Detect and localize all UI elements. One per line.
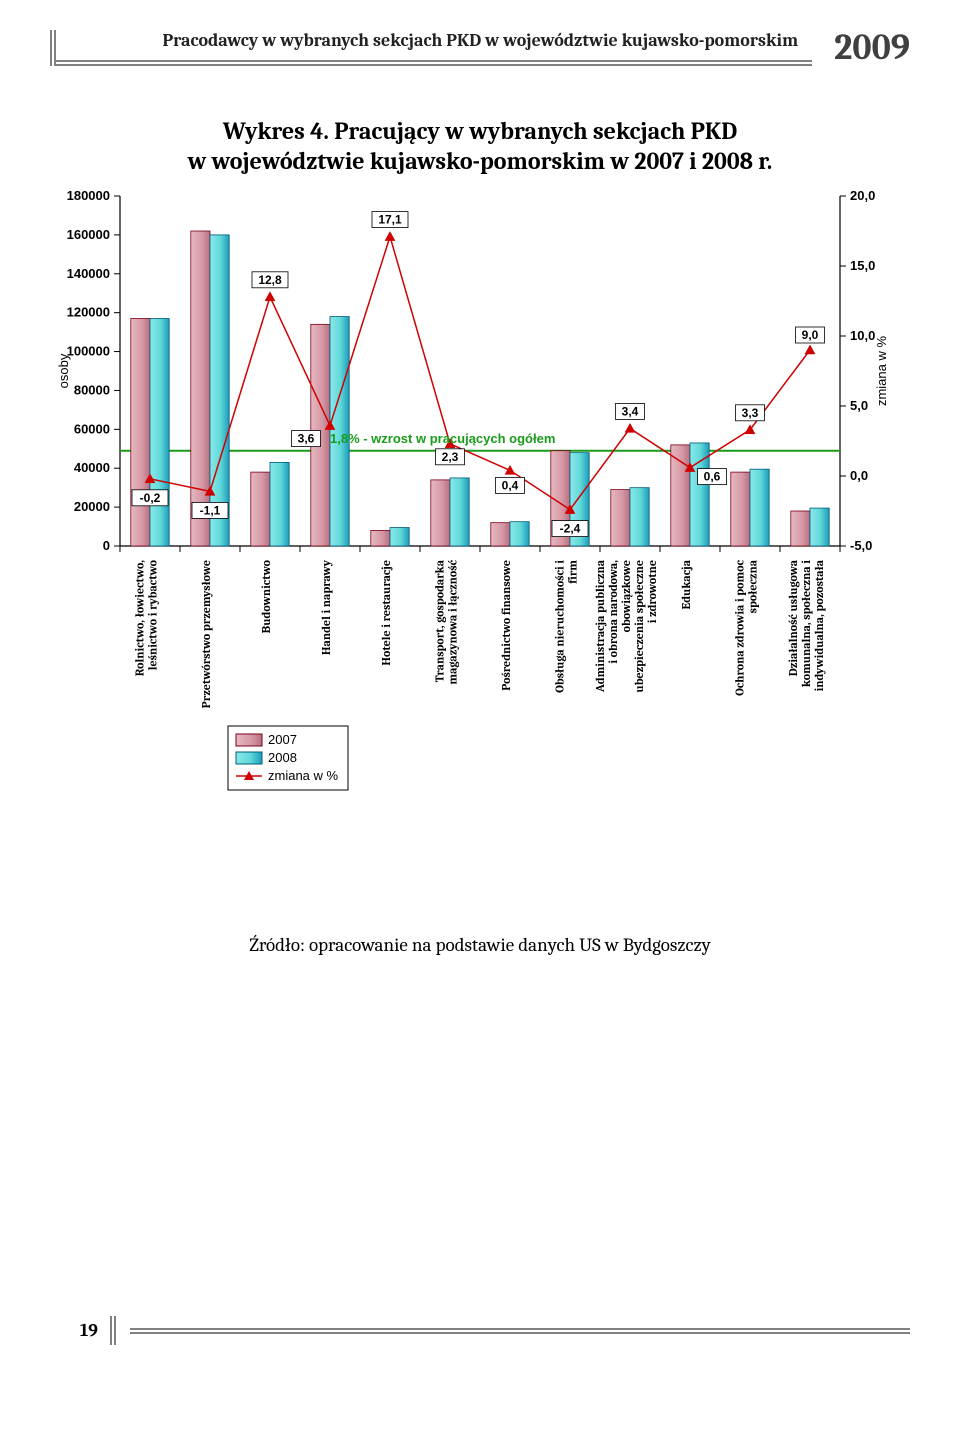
svg-text:2,3: 2,3	[442, 450, 459, 464]
source-line: Źródło: opracowanie na podstawie danych …	[50, 934, 910, 956]
svg-text:120000: 120000	[67, 305, 110, 320]
svg-text:160000: 160000	[67, 227, 110, 242]
svg-text:2008: 2008	[268, 750, 297, 765]
svg-text:-1,1: -1,1	[200, 503, 221, 517]
page-header: Pracodawcy w wybranych sekcjach PKD w wo…	[50, 30, 910, 66]
svg-text:Działalność usługowakomunalna,: Działalność usługowakomunalna, społeczna…	[786, 559, 826, 691]
svg-text:osoby: osoby	[56, 353, 71, 388]
svg-text:-5,0: -5,0	[850, 538, 872, 553]
svg-text:Transport, gospodarkamagazynow: Transport, gospodarkamagazynowa i łączno…	[433, 559, 460, 684]
page-footer: 19	[50, 1316, 910, 1345]
svg-text:Handel i naprawy: Handel i naprawy	[319, 559, 333, 655]
svg-text:0,4: 0,4	[502, 478, 519, 492]
chart-title: Wykres 4. Pracujący w wybranych sekcjach…	[90, 116, 870, 176]
svg-text:Administracja publicznai obron: Administracja publicznai obrona narodowa…	[593, 559, 659, 693]
svg-text:180000: 180000	[67, 188, 110, 203]
svg-text:80000: 80000	[74, 382, 110, 397]
svg-text:1,8% - wzrost w pracujących og: 1,8% - wzrost w pracujących ogółem	[330, 431, 555, 446]
svg-text:0,0: 0,0	[850, 468, 868, 483]
svg-text:140000: 140000	[67, 266, 110, 281]
chart: 0 20000 40000 60000 80000 100000 120000 140000 1…	[50, 186, 910, 906]
page-number: 19	[50, 1316, 116, 1345]
svg-text:10,0: 10,0	[850, 328, 875, 343]
svg-text:Rolnictwo, łowiectwo,leśnictwo: Rolnictwo, łowiectwo,leśnictwo i rybactw…	[133, 559, 160, 676]
svg-text:Budownictwo: Budownictwo	[259, 559, 273, 633]
svg-text:Edukacja: Edukacja	[679, 559, 693, 609]
svg-text:20000: 20000	[74, 499, 110, 514]
svg-text:100000: 100000	[67, 344, 110, 359]
chart-svg: 0 20000 40000 60000 80000 100000 120000 140000 1…	[50, 186, 910, 906]
svg-text:5,0: 5,0	[850, 398, 868, 413]
svg-text:3,3: 3,3	[742, 406, 759, 420]
svg-text:Obsługa nieruchomości ifirm: Obsługa nieruchomości ifirm	[553, 560, 580, 693]
svg-text:20,0: 20,0	[850, 188, 875, 203]
svg-text:2007: 2007	[268, 732, 297, 747]
footer-rule	[130, 1328, 910, 1334]
header-year: 2009	[812, 30, 910, 66]
svg-text:Przetwórstwo przemysłowe: Przetwórstwo przemysłowe	[199, 560, 213, 708]
svg-text:17,1: 17,1	[378, 213, 402, 227]
svg-text:Pośrednictwo finansowe: Pośrednictwo finansowe	[499, 560, 513, 691]
svg-text:3,6: 3,6	[298, 432, 315, 446]
svg-text:40000: 40000	[74, 460, 110, 475]
chart-title-l1: Wykres 4. Pracujący w wybranych sekcjach…	[223, 117, 737, 145]
svg-text:-0,2: -0,2	[140, 491, 161, 505]
svg-text:Ochrona zdrowia i pomocspołecz: Ochrona zdrowia i pomocspołeczna	[733, 559, 760, 696]
svg-text:-2,4: -2,4	[560, 522, 581, 536]
svg-text:0: 0	[103, 538, 110, 553]
svg-text:9,0: 9,0	[802, 328, 819, 342]
header-title: Pracodawcy w wybranych sekcjach PKD w wo…	[56, 30, 812, 66]
svg-text:12,8: 12,8	[258, 273, 282, 287]
svg-text:3,4: 3,4	[622, 404, 639, 418]
svg-text:zmiana w %: zmiana w %	[268, 768, 339, 783]
chart-title-l2: w województwie kujawsko-pomorskim w 2007…	[188, 147, 773, 175]
svg-text:60000: 60000	[74, 421, 110, 436]
svg-text:15,0: 15,0	[850, 258, 875, 273]
svg-text:0,6: 0,6	[704, 470, 721, 484]
svg-text:Hotele i restauracje: Hotele i restauracje	[379, 560, 393, 666]
svg-text:zmiana w %: zmiana w %	[874, 336, 889, 407]
